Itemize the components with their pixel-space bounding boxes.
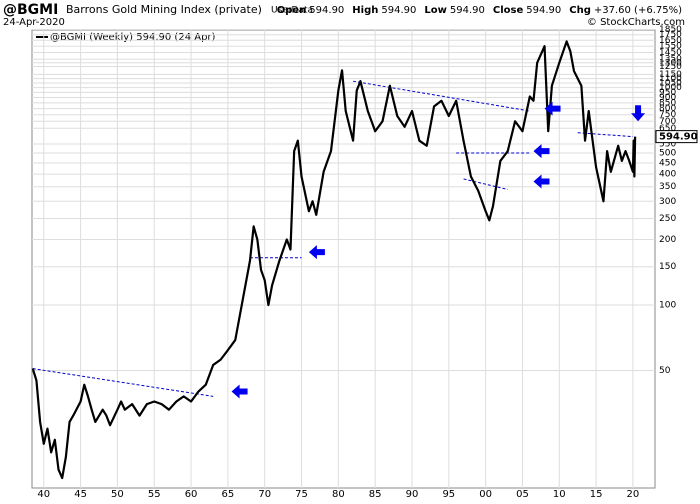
y-tick-label: 1450	[659, 48, 682, 58]
symbol: @BGMI	[3, 2, 58, 18]
quote-label: Close	[493, 5, 524, 16]
x-tick-label: 45	[74, 489, 87, 500]
quote-label: Low	[424, 5, 446, 16]
x-tick-label: 80	[332, 489, 345, 500]
y-tick-label: 800	[659, 104, 676, 114]
y-tick-label: 1050	[659, 78, 682, 88]
x-tick-label: 20	[627, 489, 640, 500]
source: UserData	[271, 6, 313, 16]
x-tick-label: 40	[37, 489, 50, 500]
quote-value: 594.90	[381, 5, 416, 16]
y-tick-label: 550	[659, 140, 676, 150]
y-tick-label: 500	[659, 149, 676, 159]
x-tick-label: 00	[479, 489, 492, 500]
quote-label: High	[352, 5, 378, 16]
x-tick-label: 70	[258, 489, 271, 500]
x-tick-label: 75	[295, 489, 308, 500]
trendline	[577, 132, 633, 138]
y-tick-label: 700	[659, 117, 676, 127]
y-tick-label: 1550	[659, 42, 682, 52]
credit: © StockCharts.com	[587, 17, 685, 28]
quote-label: Open	[277, 5, 307, 16]
y-tick-label: 850	[659, 98, 676, 108]
y-tick-label: 1750	[659, 30, 682, 40]
y-tick-label: 1250	[659, 62, 682, 72]
y-tick-label: 1150	[659, 70, 682, 80]
x-tick-label: 55	[148, 489, 161, 500]
price-line	[31, 40, 637, 480]
y-tick-label: 1650	[659, 36, 682, 46]
trendline	[32, 368, 214, 397]
y-tick-label: 1350	[659, 55, 682, 65]
quote-label: Chg	[569, 5, 591, 16]
arrow	[231, 384, 248, 399]
quote-value: 594.90	[450, 5, 485, 16]
x-tick-label: 90	[406, 489, 419, 500]
y-tick-label: 900	[659, 93, 676, 103]
quote-value: +37.60 (+6.75%)	[594, 5, 682, 16]
y-tick-label: 1100	[659, 74, 682, 84]
y-tick-label: 1850	[659, 25, 682, 35]
arrow	[533, 174, 550, 189]
y-tick-label: 950	[659, 88, 676, 98]
y-tick-label: 250	[659, 214, 676, 224]
x-tick-label: 15	[590, 489, 603, 500]
quote-value: 594.90	[309, 5, 344, 16]
y-tick-label: 650	[659, 124, 676, 134]
y-tick-label: 750	[659, 110, 676, 120]
quote-value: 594.90	[526, 5, 561, 16]
arrow	[544, 101, 561, 116]
last-value-box	[655, 130, 698, 144]
arrow	[533, 144, 550, 159]
plot-frame	[31, 29, 656, 489]
y-tick-label: 200	[659, 235, 676, 245]
y-tick-label: 1000	[659, 83, 682, 93]
date: 24-Apr-2020	[3, 17, 65, 28]
y-tick-label: 1300	[659, 58, 682, 68]
x-tick-label: 85	[369, 489, 382, 500]
legend-label: @BGMI (Weekly) 594.90 (24 Apr)	[50, 32, 216, 43]
y-tick-label: 450	[659, 158, 676, 168]
y-tick-label: 100	[659, 301, 676, 311]
y-tick-label: 300	[659, 197, 676, 207]
x-tick-label: 05	[516, 489, 529, 500]
y-tick-label: 350	[659, 182, 676, 192]
trendline	[463, 178, 508, 190]
x-tick-label: 95	[442, 489, 455, 500]
y-tick-label: 150	[659, 262, 676, 272]
y-tick-label: 50	[659, 366, 671, 376]
x-tick-label: 65	[222, 489, 235, 500]
arrow	[631, 105, 646, 122]
x-tick-label: 50	[111, 489, 124, 500]
x-tick-label: 60	[185, 489, 198, 500]
x-tick-label: 10	[553, 489, 566, 500]
y-tick-label: 400	[659, 170, 676, 180]
arrow	[308, 245, 325, 260]
index-name: Barrons Gold Mining Index (private)	[66, 3, 262, 16]
last-value-label: 594.90	[659, 132, 698, 143]
